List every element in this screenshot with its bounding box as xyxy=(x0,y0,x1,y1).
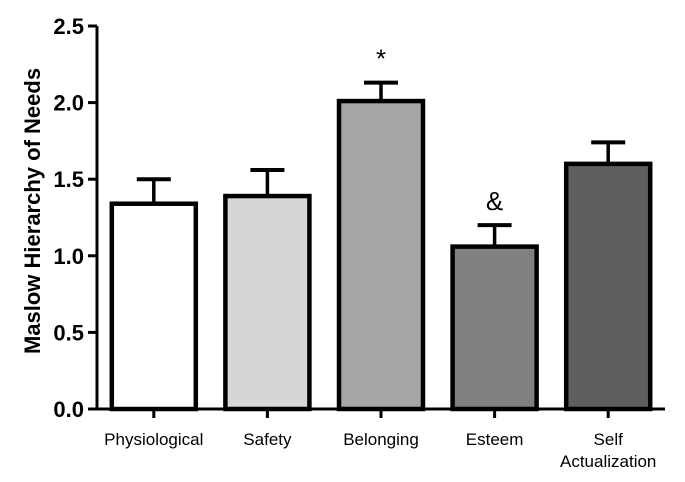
x-tick-label-1: Safety xyxy=(243,430,292,449)
y-tick-label-2: 1.0 xyxy=(53,244,84,269)
bar-4 xyxy=(563,161,653,412)
labels: 0.0 0.5 1.0 1.5 2.0 2.5 Physiological Safety Bel… xyxy=(53,14,656,471)
bar-3 xyxy=(450,244,539,412)
y-tick-label-3: 1.5 xyxy=(53,167,84,192)
bar-2 xyxy=(336,98,426,412)
x-tick-label-3: Esteem xyxy=(466,430,524,449)
bar-1 xyxy=(223,193,312,412)
y-tick-label-4: 2.0 xyxy=(53,91,84,116)
y-tick-label-0: 0.0 xyxy=(53,397,84,422)
x-tick-label-0: Physiological xyxy=(104,430,203,449)
annotation-3: & xyxy=(486,186,503,216)
y-tick-label-1: 0.5 xyxy=(53,320,84,345)
bar-0 xyxy=(109,201,199,412)
y-tick-label-5: 2.5 xyxy=(53,14,84,39)
x-tick-label-2: Belonging xyxy=(343,430,419,449)
x-tick-label-4: Self Actualization xyxy=(560,430,656,471)
annotation-2: * xyxy=(376,44,386,74)
bars xyxy=(109,80,653,412)
y-axis-label: Maslow Hierarchy of Needs xyxy=(20,68,45,354)
